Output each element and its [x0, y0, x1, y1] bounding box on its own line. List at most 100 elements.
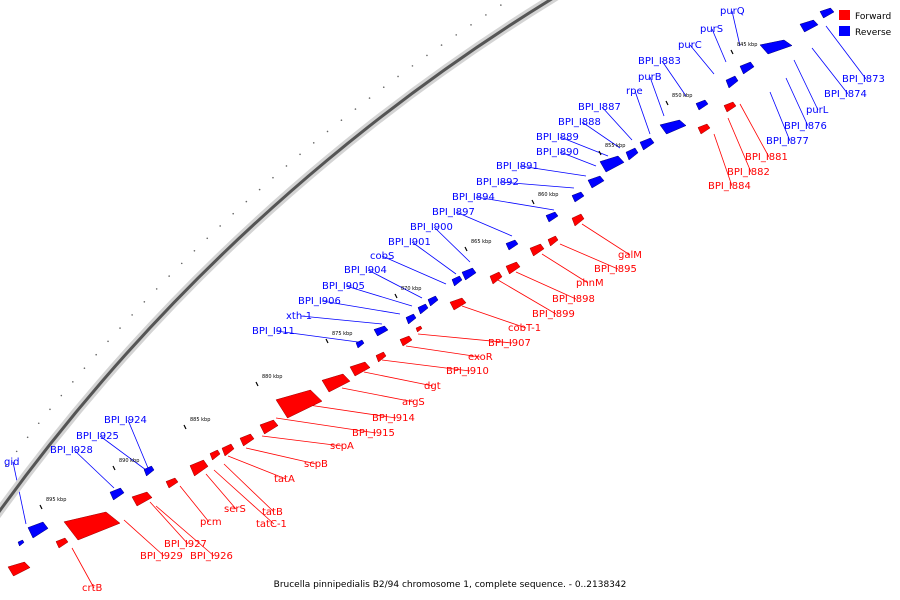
gene-label[interactable]: BPI_I876: [784, 121, 827, 132]
gene-label[interactable]: BPI_I928: [50, 445, 93, 456]
forward-gene-feature[interactable]: [375, 351, 387, 363]
gene-label[interactable]: crtB: [82, 583, 103, 594]
reverse-gene-feature[interactable]: [625, 147, 639, 161]
reverse-gene-feature[interactable]: [799, 19, 819, 33]
gene-label[interactable]: BPI_I915: [352, 428, 395, 439]
reverse-gene-feature[interactable]: [461, 267, 477, 281]
gene-label[interactable]: pcm: [200, 517, 222, 528]
forward-gene-feature[interactable]: [55, 537, 69, 549]
gene-label[interactable]: serS: [224, 504, 246, 515]
forward-gene-feature[interactable]: [399, 335, 413, 347]
gene-label[interactable]: BPI_I897: [432, 207, 475, 218]
gene-label[interactable]: tatA: [274, 474, 295, 485]
gene-label[interactable]: exoR: [468, 352, 493, 363]
forward-gene-feature[interactable]: [239, 433, 255, 447]
gene-label[interactable]: BPI_I890: [536, 147, 579, 158]
gene-label[interactable]: BPI_I906: [298, 296, 341, 307]
forward-gene-feature[interactable]: [321, 373, 351, 393]
gene-label[interactable]: BPI_I899: [532, 309, 575, 320]
gene-label[interactable]: BPI_I887: [578, 102, 621, 113]
gene-label[interactable]: argS: [402, 397, 425, 408]
gene-label[interactable]: rpe: [626, 86, 643, 97]
gene-label[interactable]: BPI_I907: [488, 338, 531, 349]
forward-gene-feature[interactable]: [63, 511, 121, 541]
reverse-gene-feature[interactable]: [355, 339, 365, 349]
reverse-gene-feature[interactable]: [27, 521, 49, 539]
forward-gene-feature[interactable]: [131, 491, 153, 507]
forward-gene-feature[interactable]: [221, 443, 235, 457]
gene-label[interactable]: dgt: [424, 381, 441, 392]
gene-label[interactable]: scpB: [304, 459, 328, 470]
gene-label[interactable]: BPI_I911: [252, 326, 295, 337]
reverse-gene-feature[interactable]: [725, 75, 739, 89]
gene-label[interactable]: BPI_I910: [446, 366, 489, 377]
gene-label[interactable]: BPI_I901: [388, 237, 431, 248]
gene-label[interactable]: phnM: [576, 278, 604, 289]
forward-gene-feature[interactable]: [415, 325, 423, 333]
reverse-gene-feature[interactable]: [405, 313, 417, 325]
reverse-gene-feature[interactable]: [505, 239, 519, 251]
reverse-gene-feature[interactable]: [639, 137, 655, 151]
reverse-gene-feature[interactable]: [571, 191, 585, 203]
forward-gene-feature[interactable]: [275, 389, 323, 419]
reverse-gene-feature[interactable]: [17, 539, 25, 547]
gene-label[interactable]: BPI_I874: [824, 89, 867, 100]
gene-label[interactable]: BPI_I877: [766, 136, 809, 147]
gene-label[interactable]: BPI_I889: [536, 132, 579, 143]
forward-gene-feature[interactable]: [7, 561, 31, 577]
gene-label[interactable]: BPI_I882: [727, 167, 770, 178]
reverse-gene-feature[interactable]: [373, 325, 389, 337]
gene-label[interactable]: purB: [638, 72, 662, 83]
forward-gene-feature[interactable]: [165, 477, 179, 489]
gene-label[interactable]: BPI_I883: [638, 56, 681, 67]
forward-gene-feature[interactable]: [489, 271, 503, 285]
reverse-gene-feature[interactable]: [599, 155, 625, 173]
forward-gene-feature[interactable]: [209, 449, 221, 461]
reverse-gene-feature[interactable]: [659, 119, 687, 135]
gene-label[interactable]: purC: [678, 40, 702, 51]
reverse-gene-feature[interactable]: [109, 487, 125, 501]
gene-label[interactable]: BPI_I898: [552, 294, 595, 305]
reverse-gene-feature[interactable]: [739, 61, 755, 75]
gene-label[interactable]: gid: [4, 457, 19, 468]
gene-label[interactable]: BPI_I924: [104, 415, 147, 426]
gene-label[interactable]: BPI_I873: [842, 74, 885, 85]
gene-label[interactable]: purL: [806, 105, 829, 116]
forward-gene-feature[interactable]: [189, 459, 209, 477]
gene-label[interactable]: BPI_I884: [708, 181, 751, 192]
gene-label[interactable]: BPI_I900: [410, 222, 453, 233]
gene-label[interactable]: xth-1: [286, 311, 312, 322]
gene-label[interactable]: cobT-1: [508, 323, 541, 334]
gene-label[interactable]: tatC-1: [256, 519, 287, 530]
gene-label[interactable]: BPI_I881: [745, 152, 788, 163]
forward-gene-feature[interactable]: [449, 297, 467, 311]
gene-label[interactable]: BPI_I894: [452, 192, 495, 203]
forward-gene-feature[interactable]: [529, 243, 545, 257]
reverse-gene-feature[interactable]: [451, 275, 463, 287]
gene-label[interactable]: BPI_I925: [76, 431, 119, 442]
gene-label[interactable]: BPI_I904: [344, 265, 387, 276]
gene-label[interactable]: BPI_I929: [140, 551, 183, 562]
reverse-gene-feature[interactable]: [417, 303, 429, 315]
reverse-gene-feature[interactable]: [819, 7, 835, 19]
gene-label[interactable]: BPI_I895: [594, 264, 637, 275]
gene-label[interactable]: cobS: [370, 251, 394, 262]
reverse-gene-feature[interactable]: [143, 465, 155, 477]
reverse-gene-feature[interactable]: [759, 39, 793, 55]
gene-label[interactable]: BPI_I888: [558, 117, 601, 128]
forward-gene-feature[interactable]: [547, 235, 559, 247]
forward-gene-feature[interactable]: [505, 261, 521, 275]
forward-gene-feature[interactable]: [697, 123, 711, 135]
reverse-gene-feature[interactable]: [695, 99, 709, 111]
gene-label[interactable]: BPI_I892: [476, 177, 519, 188]
gene-label[interactable]: tatB: [262, 507, 283, 518]
reverse-gene-feature[interactable]: [545, 211, 559, 223]
forward-gene-feature[interactable]: [571, 213, 585, 227]
reverse-gene-feature[interactable]: [587, 175, 605, 189]
forward-gene-feature[interactable]: [259, 419, 279, 435]
gene-label[interactable]: purS: [700, 24, 723, 35]
gene-label[interactable]: BPI_I914: [372, 413, 415, 424]
gene-label[interactable]: BPI_I891: [496, 161, 539, 172]
gene-label[interactable]: purQ: [720, 6, 745, 17]
gene-label[interactable]: galM: [618, 250, 642, 261]
